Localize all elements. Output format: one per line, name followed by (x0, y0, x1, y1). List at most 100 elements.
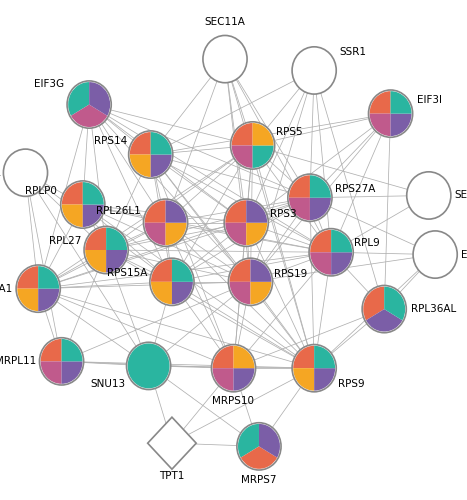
Wedge shape (310, 198, 331, 220)
Text: RPS15A: RPS15A (107, 268, 147, 278)
Wedge shape (310, 230, 331, 252)
Wedge shape (106, 250, 127, 272)
Wedge shape (62, 339, 83, 361)
Wedge shape (331, 252, 352, 274)
Wedge shape (145, 200, 166, 222)
Circle shape (128, 131, 173, 178)
Wedge shape (310, 176, 331, 198)
Circle shape (228, 258, 273, 306)
Wedge shape (310, 252, 331, 274)
Wedge shape (225, 200, 246, 222)
Wedge shape (390, 91, 411, 114)
Circle shape (84, 226, 128, 274)
Wedge shape (289, 176, 310, 198)
Wedge shape (259, 424, 280, 458)
Wedge shape (234, 368, 255, 390)
Wedge shape (314, 368, 335, 390)
Circle shape (407, 172, 451, 219)
Wedge shape (241, 446, 277, 469)
Circle shape (292, 344, 336, 392)
Circle shape (309, 228, 353, 276)
Text: EIF1AY: EIF1AY (460, 250, 467, 260)
Wedge shape (172, 260, 193, 282)
Wedge shape (369, 114, 390, 136)
Text: TPT1: TPT1 (159, 472, 184, 482)
Text: EIF3I: EIF3I (417, 95, 442, 105)
Text: SEC11A: SEC11A (205, 18, 246, 28)
Wedge shape (62, 362, 83, 384)
Wedge shape (62, 182, 83, 204)
Text: RPLP0: RPLP0 (25, 186, 57, 196)
Wedge shape (85, 250, 106, 272)
Circle shape (292, 47, 336, 94)
Wedge shape (62, 204, 83, 227)
Circle shape (413, 231, 457, 278)
Wedge shape (38, 288, 59, 311)
Wedge shape (130, 154, 151, 177)
Wedge shape (232, 146, 253, 168)
Text: RPL36AL: RPL36AL (410, 304, 456, 314)
Circle shape (40, 338, 84, 385)
Wedge shape (145, 222, 166, 245)
Text: RPL27: RPL27 (49, 236, 82, 246)
Wedge shape (41, 339, 62, 361)
Wedge shape (289, 198, 310, 220)
Wedge shape (17, 266, 38, 288)
Wedge shape (293, 346, 314, 368)
Text: RPS14: RPS14 (94, 136, 127, 146)
Circle shape (67, 81, 111, 128)
Wedge shape (89, 82, 110, 116)
Wedge shape (151, 260, 172, 282)
Text: MRPS7: MRPS7 (241, 474, 277, 484)
Wedge shape (17, 288, 38, 311)
Circle shape (143, 199, 188, 246)
Circle shape (288, 174, 332, 222)
Wedge shape (225, 222, 246, 245)
Circle shape (3, 149, 48, 196)
Wedge shape (250, 260, 271, 282)
Wedge shape (212, 346, 234, 368)
Text: EEF1A1: EEF1A1 (0, 284, 13, 294)
Circle shape (237, 422, 281, 470)
Wedge shape (68, 82, 89, 116)
Wedge shape (127, 344, 170, 388)
Wedge shape (85, 228, 106, 250)
Wedge shape (106, 228, 127, 250)
Text: RPS9: RPS9 (338, 379, 364, 389)
Wedge shape (369, 91, 390, 114)
Text: SEC61B: SEC61B (454, 190, 467, 200)
Circle shape (368, 90, 413, 138)
Wedge shape (229, 282, 250, 304)
Wedge shape (232, 123, 253, 146)
Wedge shape (83, 204, 104, 227)
Circle shape (224, 199, 269, 246)
Text: RPS19: RPS19 (274, 268, 307, 278)
Wedge shape (246, 200, 267, 222)
Circle shape (203, 36, 247, 82)
Text: SSR1: SSR1 (340, 48, 367, 58)
Wedge shape (250, 282, 271, 304)
Wedge shape (366, 309, 403, 332)
Circle shape (362, 286, 406, 333)
Wedge shape (363, 286, 384, 320)
Wedge shape (238, 424, 259, 458)
Wedge shape (212, 368, 234, 390)
Wedge shape (151, 132, 172, 154)
Wedge shape (253, 123, 274, 146)
Wedge shape (83, 182, 104, 204)
Circle shape (61, 181, 105, 228)
Polygon shape (148, 417, 196, 469)
Wedge shape (166, 200, 186, 222)
Wedge shape (166, 222, 186, 245)
Wedge shape (151, 282, 172, 304)
Text: RPS3: RPS3 (269, 208, 296, 218)
Wedge shape (38, 266, 59, 288)
Circle shape (150, 258, 194, 306)
Wedge shape (151, 154, 172, 177)
Text: RPL9: RPL9 (354, 238, 380, 248)
Text: EIF3G: EIF3G (34, 79, 64, 89)
Text: SNU13: SNU13 (90, 379, 125, 389)
Wedge shape (130, 132, 151, 154)
Wedge shape (41, 362, 62, 384)
Wedge shape (331, 230, 352, 252)
